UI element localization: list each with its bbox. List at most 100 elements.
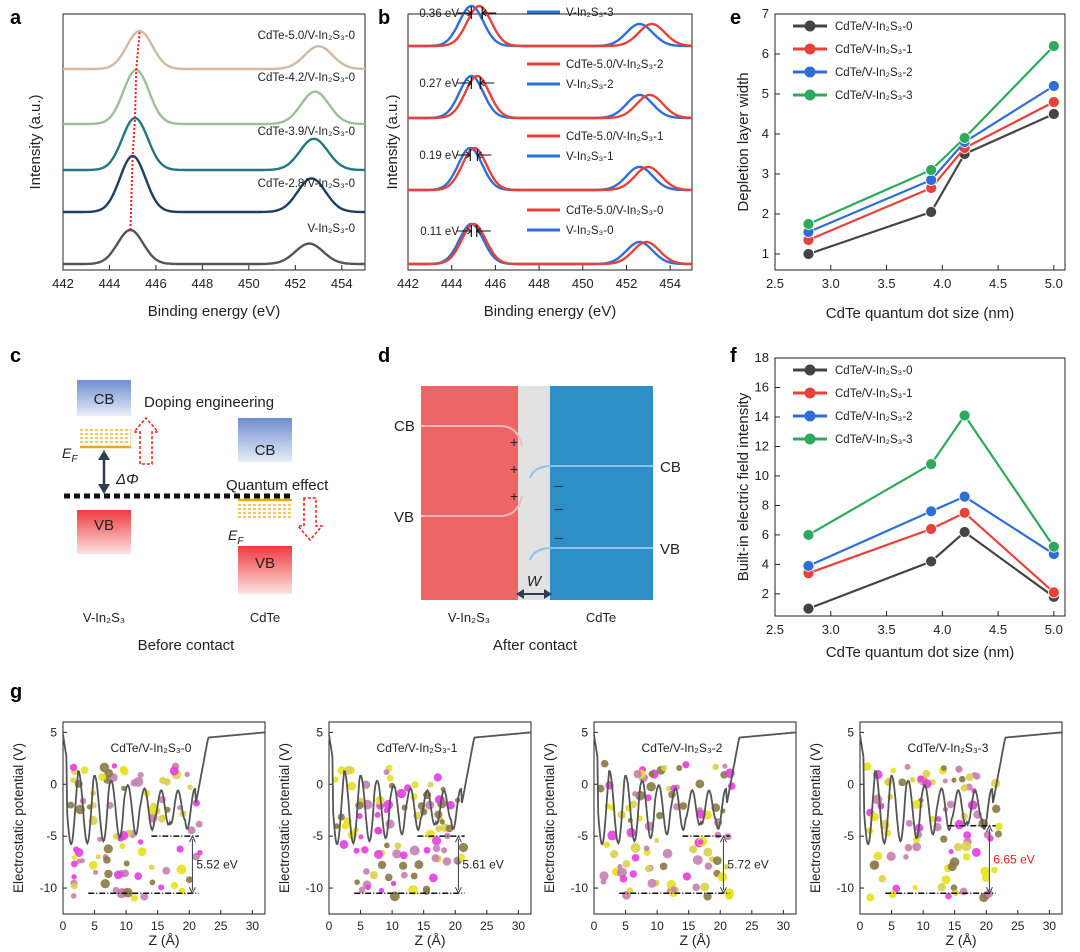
atom <box>356 812 363 819</box>
x-tick-label: 3.0 <box>822 622 840 637</box>
atom <box>374 849 384 859</box>
x-tick-label: 5 <box>888 919 895 933</box>
atom <box>617 863 623 870</box>
atom <box>629 870 638 878</box>
atom <box>369 871 379 880</box>
panel-e-legend: CdTe/V-In₂S₃-0 CdTe/V-In₂S₃-1 CdTe/V-In₂S₃… <box>793 20 913 102</box>
series-line <box>808 101 1055 242</box>
subplot-frame <box>859 721 1063 915</box>
series-line <box>807 413 1055 548</box>
potential-gap-value: 6.65 eV <box>993 853 1034 867</box>
atom <box>383 842 390 849</box>
panel-letter-e: e <box>730 7 741 29</box>
atom <box>941 875 951 885</box>
data-point <box>1047 586 1060 599</box>
atom <box>439 819 445 825</box>
y-tick-label: -10 <box>306 881 324 895</box>
x-tick-label: 4.0 <box>933 276 951 291</box>
y-tick-label: 6 <box>762 46 769 61</box>
y-tick-label: 16 <box>755 379 769 394</box>
panel-f-series <box>802 409 1060 615</box>
delta-phi-arrow-icon <box>98 450 110 494</box>
arrow-head-icon <box>454 887 462 895</box>
atom <box>104 869 113 879</box>
atom <box>383 769 390 776</box>
atom <box>935 816 942 823</box>
atom <box>103 844 113 854</box>
x-tick-label: 15 <box>682 919 696 933</box>
atom <box>140 892 149 901</box>
atom <box>905 819 913 827</box>
panel-letter-a: a <box>10 7 22 29</box>
atom <box>383 800 394 810</box>
atom <box>111 763 118 769</box>
panel-a-xlabel: Binding energy (eV) <box>148 303 281 320</box>
atom <box>722 763 728 769</box>
atom <box>723 863 730 870</box>
atom <box>435 825 443 832</box>
x-tick-label: 4.0 <box>933 622 951 637</box>
legend-label: CdTe/V-In₂S₃-0 <box>835 365 913 377</box>
atom <box>98 773 107 782</box>
doping-engineering-label: Doping engineering <box>144 394 274 411</box>
x-tick-label: 5 <box>357 919 364 933</box>
atom <box>912 842 922 852</box>
atom <box>599 871 609 881</box>
atom <box>113 870 123 880</box>
atom <box>197 849 203 856</box>
atomic-structure <box>596 759 736 901</box>
x-tick-label: 3.0 <box>822 276 840 291</box>
atom <box>390 880 397 887</box>
atom <box>374 811 381 818</box>
y-tick-label: 2 <box>762 586 769 601</box>
subplot-title: CdTe/V-In₂S₃-0 <box>111 741 192 755</box>
peak-shift-guide <box>129 30 141 231</box>
atom <box>912 799 921 809</box>
d-vb-left-label: VB <box>394 509 414 526</box>
atom <box>375 827 383 835</box>
arrow-head-icon <box>985 824 993 833</box>
y-tick-label: 4 <box>762 556 769 571</box>
atom <box>347 781 357 791</box>
atom <box>626 827 636 838</box>
atom <box>632 791 638 797</box>
atom <box>717 872 728 882</box>
x-tick-label: 5.0 <box>1045 622 1063 637</box>
y-tick-label: 7 <box>762 6 769 21</box>
panel-d: CB VB CB VB + + + – – – W V-In₂S₃ CdTe A… <box>394 386 681 654</box>
subplot-frame <box>62 721 266 915</box>
atom <box>940 835 948 843</box>
atom <box>873 851 883 861</box>
atom <box>971 847 981 857</box>
atom <box>354 879 360 886</box>
atom <box>903 854 909 860</box>
atom <box>69 763 78 772</box>
atom <box>890 767 897 774</box>
x-tick-label: 20 <box>183 919 197 933</box>
atom <box>192 799 200 807</box>
atom <box>955 765 963 773</box>
atom <box>954 819 965 830</box>
x-tick-label: 446 <box>145 276 167 291</box>
atom <box>991 804 1001 814</box>
atom <box>396 788 407 799</box>
atom <box>80 766 89 775</box>
atom <box>149 879 156 886</box>
legend-marker <box>804 364 816 376</box>
subplot-title: CdTe/V-In₂S₃-1 <box>377 741 458 755</box>
xps-spectrum <box>63 29 365 71</box>
y-tick-label: 5 <box>581 725 588 739</box>
y-tick-label: 5 <box>762 86 769 101</box>
atom <box>712 763 719 771</box>
panel-b: 442 444 446 448 450 452 454 0.11 eV CdTe-5.0/V-… <box>384 4 693 320</box>
potential-curve <box>593 731 797 846</box>
atom <box>937 883 947 892</box>
panel-letter-c: c <box>10 345 21 367</box>
potential-subplot: 0 5 10 15 20 25 30 5 0 -5 -10 Z (Å) Electrostatic po… <box>542 721 797 948</box>
atom <box>133 776 144 787</box>
atom <box>134 872 143 880</box>
atom <box>457 853 466 862</box>
xps-spectrum <box>63 68 365 126</box>
legend-label: CdTe/V-In₂S₃-3 <box>835 90 913 102</box>
